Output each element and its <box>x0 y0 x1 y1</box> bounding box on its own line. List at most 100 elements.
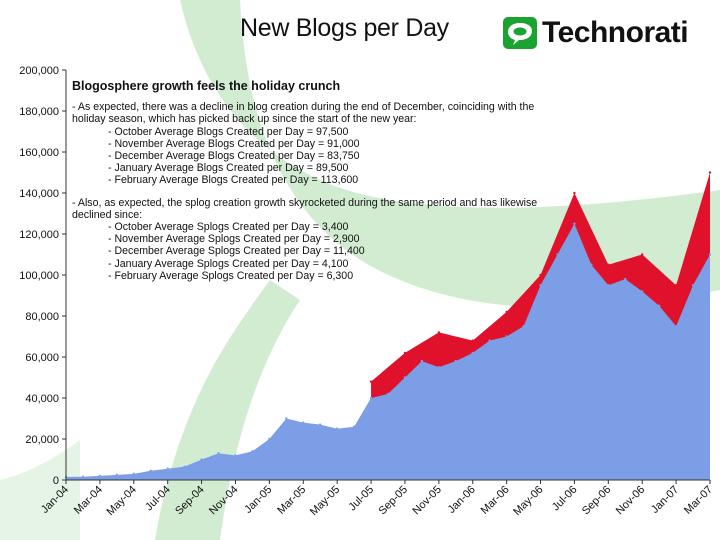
red-series-point <box>369 380 373 383</box>
y-tick-label: 0 <box>53 475 59 487</box>
plot-area <box>64 171 712 480</box>
y-tick-label: 160,000 <box>19 147 59 159</box>
x-tick-label: May-06 <box>511 484 545 518</box>
blue-series-point <box>674 325 678 328</box>
x-tick-label: Jul-05 <box>346 484 376 514</box>
red-series-point <box>403 351 407 355</box>
blue-series-point <box>708 253 712 256</box>
blue-series-point <box>335 427 339 430</box>
red-series-point <box>573 191 576 195</box>
x-tick-label: Mar-05 <box>275 484 308 517</box>
logo-wordmark: Technorati <box>542 16 689 49</box>
blue-series-point <box>251 450 254 453</box>
blue-series-point <box>454 359 457 363</box>
blue-series-point <box>302 421 305 424</box>
splog-stat-item: November Average Splogs Created per Day … <box>108 233 538 245</box>
blue-series-point <box>268 437 271 441</box>
red-series-point <box>674 284 678 287</box>
y-tick-label: 120,000 <box>19 229 59 241</box>
blog-stat-item: February Average Blogs Created per Day =… <box>108 174 538 186</box>
x-tick-label: Nov-04 <box>207 484 241 518</box>
annotation-paragraph-blogs: - As expected, there was a decline in bl… <box>72 101 535 126</box>
y-tick-label: 180,000 <box>19 106 59 118</box>
x-tick-label: Nov-06 <box>614 484 648 518</box>
blue-series-point <box>369 396 373 400</box>
blue-series-point <box>403 376 407 379</box>
red-series-point <box>437 331 441 334</box>
annotation-heading: Blogosphere growth feels the holiday cru… <box>72 79 341 93</box>
blue-series-point <box>624 277 627 281</box>
x-tick-label: May-04 <box>104 484 138 518</box>
blue-series-point <box>166 467 169 470</box>
x-tick-label: Jan-07 <box>649 484 681 516</box>
y-tick-label: 20,000 <box>25 434 59 446</box>
technorati-logo: Technorati <box>502 14 689 52</box>
blog-stat-item: December Average Blogs Created per Day =… <box>108 150 538 162</box>
red-series-point <box>641 253 644 256</box>
blue-series-point <box>420 359 424 363</box>
blog-stat-item: October Average Blogs Created per Day = … <box>108 126 538 138</box>
blue-series-point <box>183 465 186 468</box>
blue-series-point <box>285 417 288 420</box>
blue-series-point <box>200 458 203 461</box>
x-tick-label: Jan-05 <box>242 484 274 516</box>
y-tick-label: 100,000 <box>19 270 59 282</box>
x-tick-label: Mar-06 <box>479 484 512 517</box>
red-series-point <box>471 339 474 342</box>
blue-series-point <box>657 304 661 307</box>
blue-series-point <box>132 472 135 476</box>
x-tick-label: May-05 <box>308 484 342 518</box>
blue-series-point <box>488 339 491 342</box>
blue-series-point <box>115 473 119 477</box>
x-tick-label: Jan-04 <box>39 484 71 516</box>
annotation-paragraph-splogs: - Also, as expected, the splog creation … <box>72 196 538 221</box>
blue-series-point <box>641 290 644 293</box>
y-tick-label: 60,000 <box>25 352 59 364</box>
red-series-point <box>708 171 712 174</box>
x-tick-label: Nov-05 <box>410 484 444 518</box>
blue-series-point <box>437 366 441 369</box>
x-tick-label: Mar-07 <box>682 484 715 517</box>
red-series-point <box>505 310 508 314</box>
blue-series-point <box>217 452 220 455</box>
y-tick-label: 40,000 <box>25 393 59 405</box>
splog-stats-list: October Average Splogs Created per Day =… <box>68 221 538 282</box>
x-tick-label: Sep-06 <box>580 484 614 518</box>
blue-series-point <box>691 284 695 287</box>
splog-stat-item: January Average Splogs Created per Day =… <box>108 258 538 270</box>
blue-series-point <box>522 325 525 328</box>
blue-series-point <box>352 425 356 428</box>
blog-stat-item: November Average Blogs Created per Day =… <box>108 138 538 150</box>
technorati-logo-icon <box>503 17 537 49</box>
red-series-point <box>607 263 610 266</box>
x-tick-label: Jan-06 <box>446 484 478 516</box>
blue-series-point <box>471 351 474 355</box>
splog-stat-item: February Average Splogs Created per Day … <box>108 270 538 282</box>
x-tick-label: Sep-05 <box>376 484 410 518</box>
blue-series-point <box>505 335 508 338</box>
red-series-point <box>539 273 542 277</box>
splog-stat-item: December Average Splogs Created per Day … <box>108 245 538 257</box>
splog-stat-item: October Average Splogs Created per Day =… <box>108 221 538 233</box>
x-tick-label: Jul-06 <box>550 484 580 514</box>
y-tick-label: 140,000 <box>19 188 59 200</box>
blue-series-point <box>149 469 152 472</box>
blue-series-point <box>573 222 576 225</box>
page-title: New Blogs per Day <box>240 14 449 42</box>
blog-stat-item: January Average Blogs Created per Day = … <box>108 162 538 174</box>
x-tick-label: Sep-04 <box>173 484 207 518</box>
blue-series-point <box>234 454 237 457</box>
annotation-box: Blogosphere growth feels the holiday cru… <box>68 80 538 282</box>
y-tick-label: 80,000 <box>25 311 59 323</box>
blue-series-point <box>319 423 322 426</box>
blue-series-point <box>98 474 102 478</box>
blue-series-point <box>81 475 85 478</box>
blue-series-point <box>556 253 559 256</box>
blue-series-area <box>66 223 710 480</box>
x-tick-label: Jul-04 <box>143 484 173 514</box>
blog-stats-list: October Average Blogs Created per Day = … <box>68 126 538 187</box>
blue-series-point <box>607 284 610 287</box>
blue-series-point <box>539 284 542 287</box>
blue-series-point <box>386 392 390 396</box>
